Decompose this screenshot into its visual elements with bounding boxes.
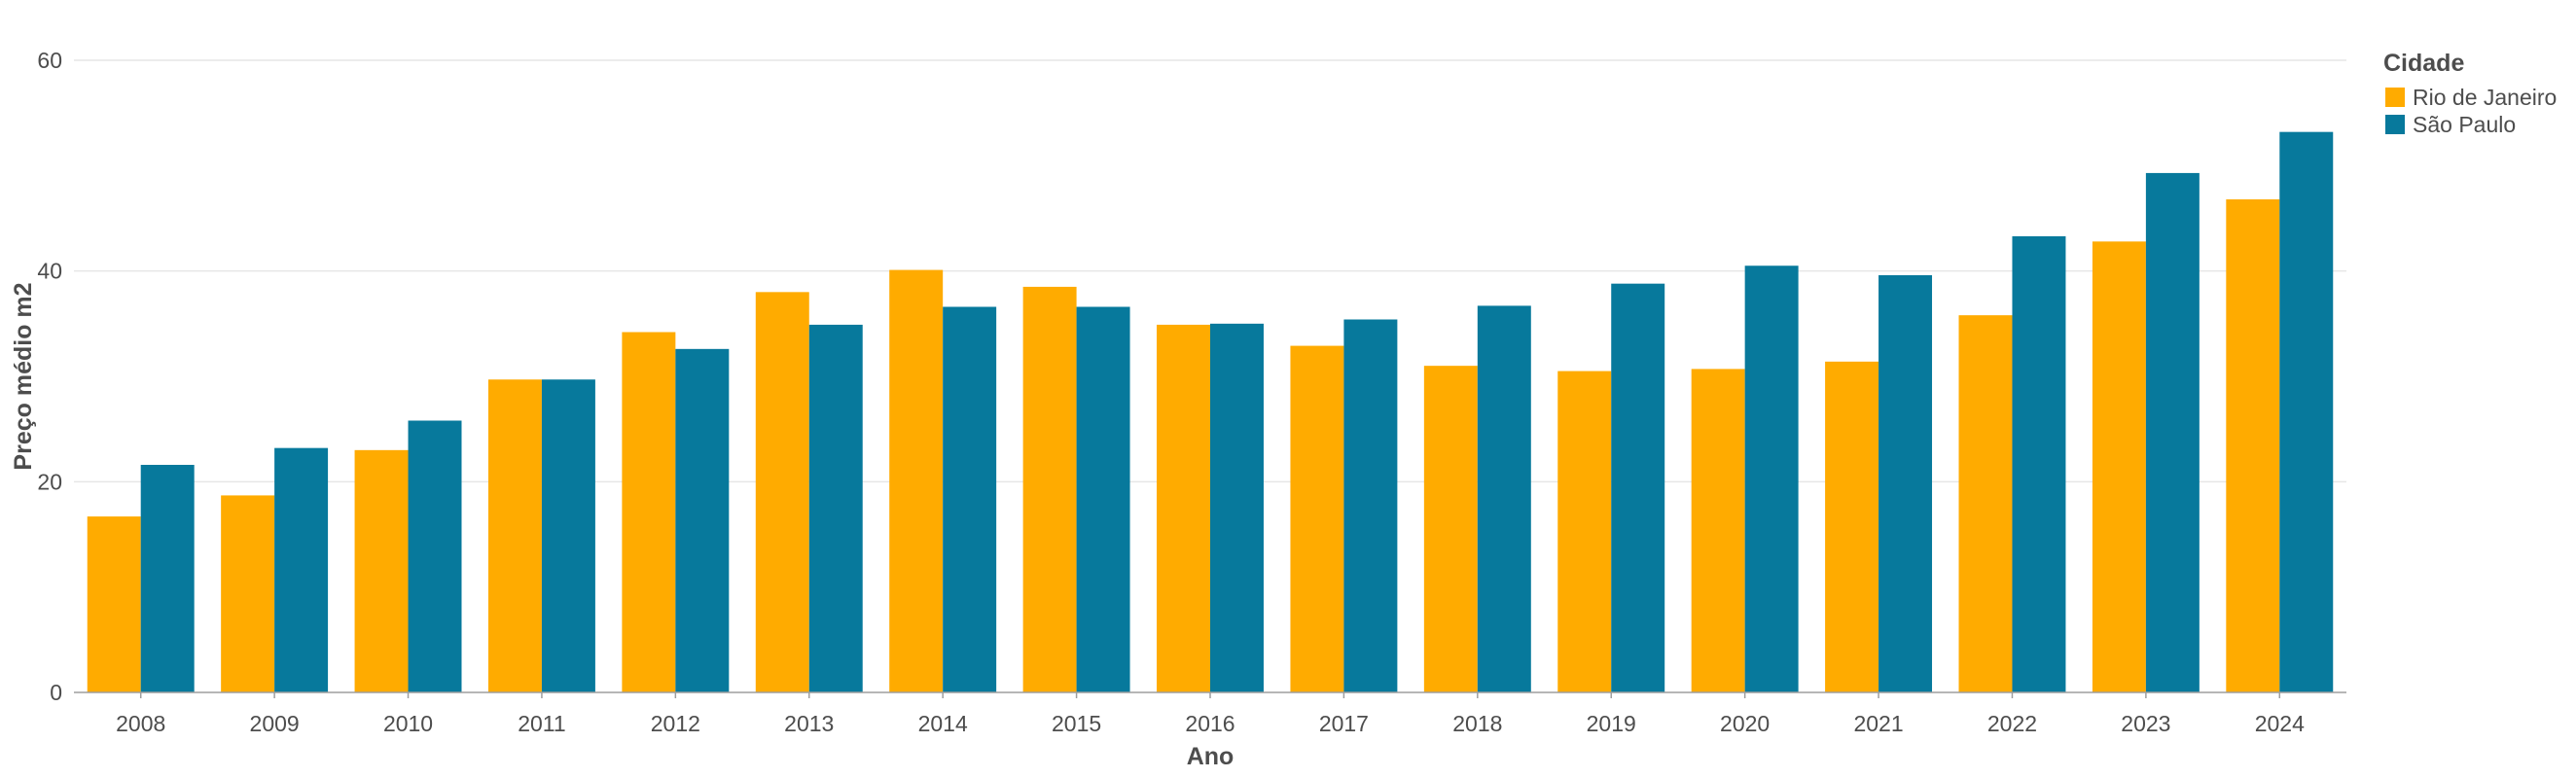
y-axis-title: Preço médio m2 [10, 282, 37, 470]
y-tick-label: 0 [50, 680, 62, 705]
bar-rio-de-janeiro-2019 [1557, 371, 1612, 692]
bar-s-o-paulo-2012 [675, 348, 730, 692]
y-tick-label: 40 [37, 259, 62, 284]
bar-s-o-paulo-2015 [1076, 306, 1130, 692]
bar-s-o-paulo-2023 [2145, 172, 2200, 692]
bar-s-o-paulo-2024 [2279, 131, 2334, 692]
bar-s-o-paulo-2017 [1343, 319, 1398, 692]
x-tick-labels: 2008 2009 2010 2011 2012 2013 2014 2015 2016 2017… [116, 692, 2305, 736]
x-tick-label: 2017 [1319, 711, 1369, 736]
x-tick-label: 2010 [383, 711, 433, 736]
bar-rio-de-janeiro-2015 [1022, 286, 1077, 692]
bar-rio-de-janeiro-2020 [1691, 369, 1745, 692]
x-tick-label: 2009 [250, 711, 300, 736]
x-tick-label: 2023 [2121, 711, 2170, 736]
x-tick-label: 2022 [1987, 711, 2037, 736]
x-tick-label: 2020 [1720, 711, 1770, 736]
x-tick-label: 2021 [1853, 711, 1903, 736]
x-tick-label: 2014 [918, 711, 968, 736]
x-tick-label: 2019 [1587, 711, 1636, 736]
bar-s-o-paulo-2010 [408, 420, 462, 692]
x-tick-label: 2018 [1452, 711, 1502, 736]
x-tick-label: 2012 [651, 711, 700, 736]
legend-swatch [2385, 115, 2405, 134]
bar-s-o-paulo-2018 [1477, 305, 1531, 692]
y-tick-label: 60 [37, 48, 62, 73]
bar-s-o-paulo-2008 [140, 465, 195, 692]
x-tick-label: 2011 [518, 711, 565, 736]
bar-s-o-paulo-2009 [274, 447, 329, 692]
x-tick-label: 2016 [1185, 711, 1234, 736]
bar-rio-de-janeiro-2008 [87, 516, 141, 692]
bar-rio-de-janeiro-2014 [889, 269, 944, 692]
x-tick-label: 2024 [2255, 711, 2305, 736]
bar-rio-de-janeiro-2023 [2092, 241, 2146, 693]
x-tick-label: 2013 [784, 711, 834, 736]
legend-label: São Paulo [2413, 112, 2516, 137]
bar-s-o-paulo-2019 [1611, 283, 1665, 692]
bars [87, 131, 2334, 693]
bar-s-o-paulo-2011 [541, 379, 595, 692]
bar-rio-de-janeiro-2022 [1958, 315, 2013, 692]
bar-rio-de-janeiro-2011 [487, 379, 542, 692]
legend-swatch [2385, 88, 2405, 107]
bar-rio-de-janeiro-2009 [221, 495, 275, 692]
bar-rio-de-janeiro-2013 [755, 292, 809, 692]
bar-s-o-paulo-2022 [2012, 235, 2066, 692]
bar-s-o-paulo-2021 [1878, 275, 1933, 692]
y-tick-labels: 0 20 40 60 [37, 48, 62, 705]
bar-s-o-paulo-2014 [943, 306, 997, 692]
bar-rio-de-janeiro-2017 [1290, 345, 1344, 692]
bar-rio-de-janeiro-2012 [622, 332, 676, 692]
bar-s-o-paulo-2013 [808, 324, 863, 692]
legend-title: Cidade [2383, 50, 2464, 77]
bar-rio-de-janeiro-2010 [354, 449, 409, 692]
bar-rio-de-janeiro-2016 [1157, 324, 1210, 692]
bar-rio-de-janeiro-2021 [1825, 361, 1879, 692]
x-tick-label: 2008 [116, 711, 165, 736]
y-tick-label: 20 [37, 469, 62, 494]
legend-label: Rio de Janeiro [2413, 85, 2557, 110]
x-tick-label: 2015 [1052, 711, 1101, 736]
bar-s-o-paulo-2020 [1744, 265, 1799, 692]
bar-rio-de-janeiro-2018 [1423, 366, 1478, 692]
bar-rio-de-janeiro-2024 [2226, 199, 2280, 692]
bar-s-o-paulo-2016 [1210, 323, 1264, 692]
x-axis-title: Ano [1187, 743, 1234, 770]
